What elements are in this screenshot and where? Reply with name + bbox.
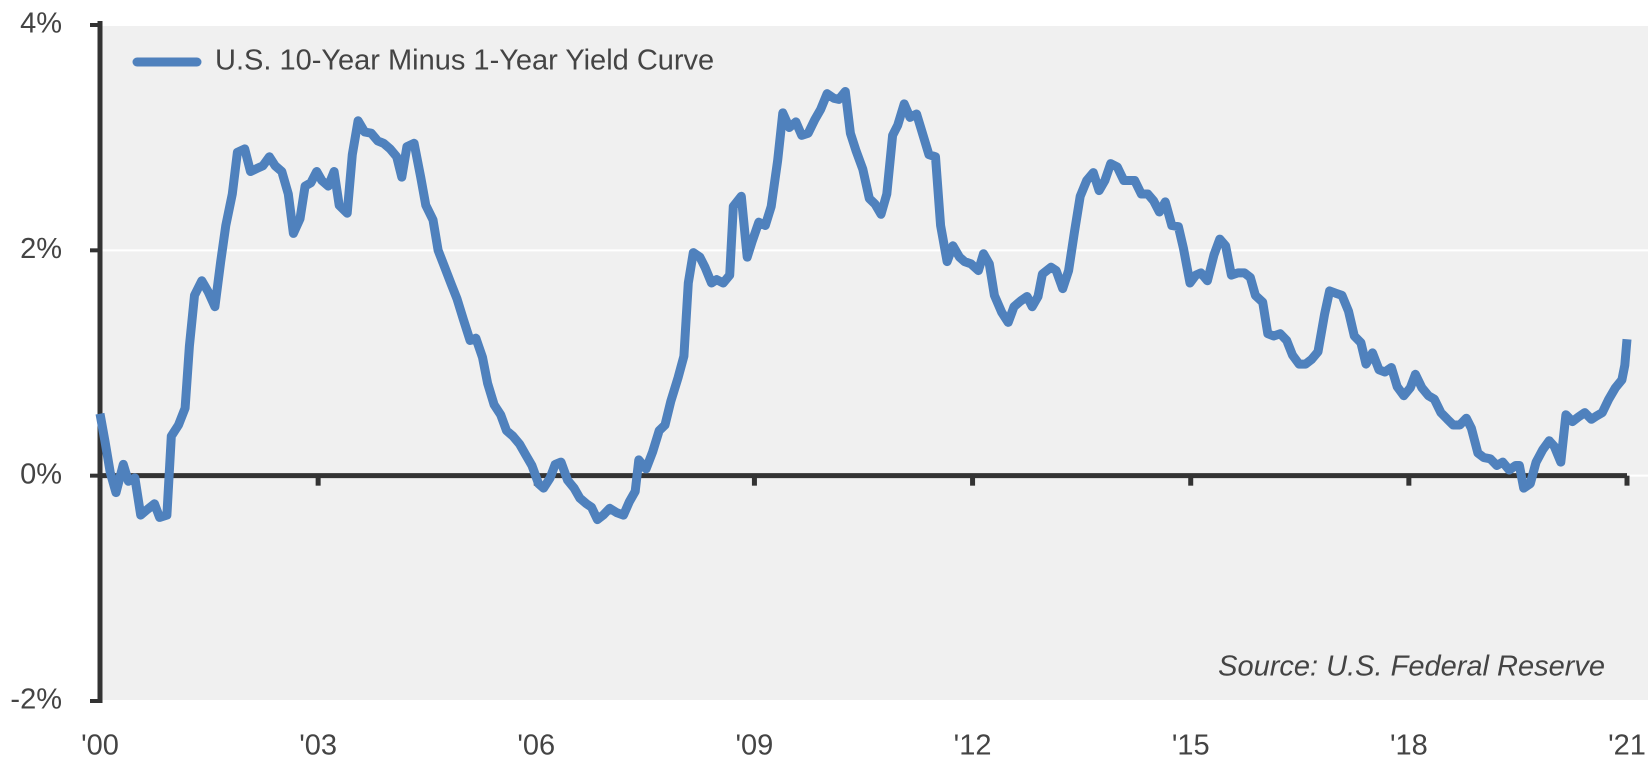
y-tick-label: 0% <box>20 458 62 490</box>
x-tick-label: '15 <box>1172 730 1210 762</box>
source-note: Source: U.S. Federal Reserve <box>1218 651 1605 683</box>
x-tick-label: '12 <box>954 730 992 762</box>
y-tick-label: -2% <box>10 684 62 716</box>
x-tick-label: '21 <box>1608 730 1646 762</box>
y-tick-label: 4% <box>20 8 62 40</box>
x-tick-label: '06 <box>517 730 555 762</box>
y-tick-label: 2% <box>20 233 62 265</box>
x-tick-label: '03 <box>299 730 337 762</box>
x-tick-label: '18 <box>1390 730 1428 762</box>
x-tick-label: '00 <box>81 730 119 762</box>
x-tick-label: '09 <box>736 730 774 762</box>
legend-label: U.S. 10-Year Minus 1-Year Yield Curve <box>215 45 714 77</box>
plot-background <box>100 25 1648 701</box>
data-line <box>95 87 1632 525</box>
